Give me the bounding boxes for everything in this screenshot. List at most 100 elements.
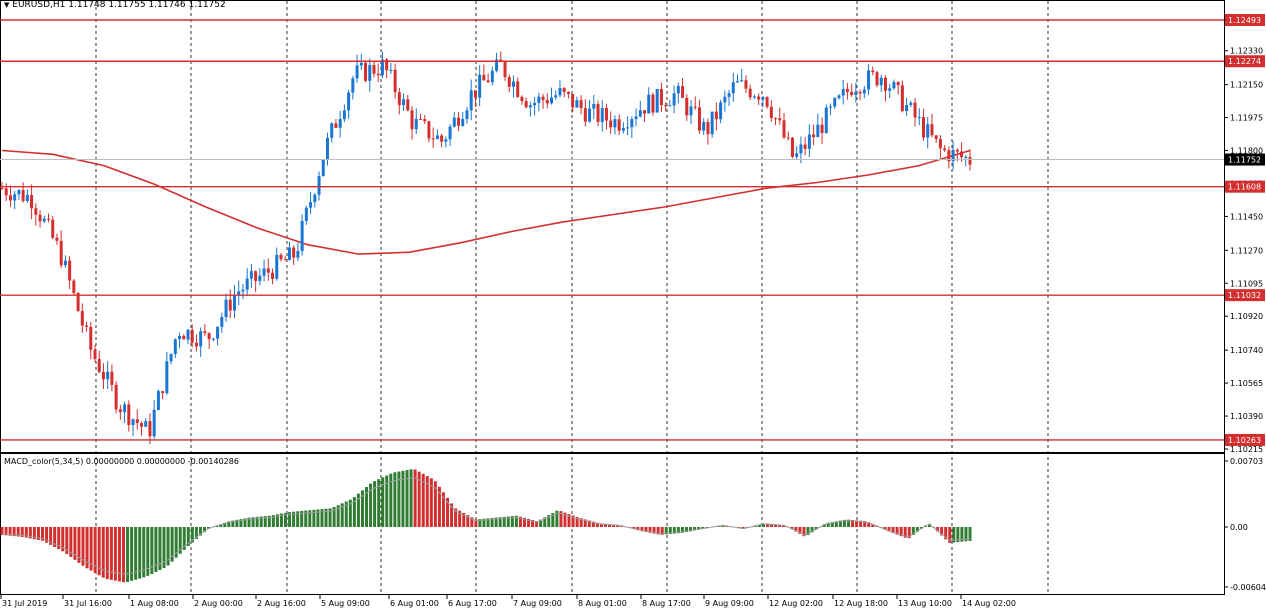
macd-histogram-bar — [316, 509, 320, 527]
candle-body — [833, 98, 837, 107]
macd-histogram-bar — [587, 520, 591, 527]
candle-body — [101, 371, 105, 380]
macd-histogram-bar — [166, 527, 170, 566]
candle-body — [241, 289, 245, 292]
macd-histogram-bar — [871, 523, 875, 527]
macd-histogram-bar — [182, 527, 186, 550]
macd-histogram-bar — [535, 521, 539, 527]
macd-histogram-bar — [454, 508, 458, 527]
price-axis-label: 1.10740 — [1230, 346, 1263, 355]
candle-body — [123, 404, 127, 413]
macd-histogram-bar — [16, 527, 20, 537]
candle-body — [951, 149, 955, 162]
candle-body — [330, 123, 334, 138]
macd-histogram-bar — [154, 527, 158, 572]
macd-histogram-bar — [838, 520, 842, 527]
candle-body — [609, 120, 613, 128]
macd-histogram-bar — [190, 527, 194, 543]
current-price-label: 1.11752 — [1228, 156, 1261, 165]
candle-body — [114, 384, 118, 410]
macd-histogram-bar — [413, 469, 417, 527]
macd-histogram-bar — [895, 527, 899, 535]
candle-body — [659, 88, 663, 106]
macd-histogram-bar — [231, 520, 235, 527]
candle-body — [186, 329, 190, 340]
candle-body — [368, 65, 372, 81]
price-axis-label: 1.11270 — [1230, 246, 1263, 255]
level-price-tag — [1225, 55, 1265, 68]
price-axis-label: 1.10920 — [1230, 312, 1263, 321]
candle-body — [516, 81, 520, 97]
candle-body — [13, 194, 17, 201]
macd-histogram-bar — [36, 527, 40, 540]
level-price-tag — [1225, 180, 1265, 193]
macd-histogram-bar — [0, 527, 4, 535]
price-axis-label: 1.12330 — [1230, 47, 1263, 56]
candle-body — [63, 260, 67, 266]
candle-body — [232, 295, 236, 311]
candle-body — [786, 137, 790, 139]
macd-histogram-bar — [203, 527, 207, 532]
candle-body — [106, 371, 110, 380]
macd-histogram-bar — [543, 517, 547, 527]
macd-histogram-bar — [899, 527, 903, 537]
candle-body — [76, 292, 80, 312]
macd-histogram-bar — [794, 527, 798, 532]
candle-body — [435, 135, 439, 139]
macd-histogram-bar — [393, 472, 397, 527]
candle-body — [926, 124, 930, 138]
macd-signal-line — [1, 477, 971, 575]
candle-body — [600, 108, 604, 122]
macd-histogram-bar — [907, 527, 911, 539]
macd-histogram-bar — [85, 527, 89, 569]
macd-histogram-bar — [89, 527, 93, 571]
candle-body — [845, 88, 849, 92]
candle-body — [68, 260, 72, 281]
macd-histogram-bar — [134, 527, 138, 580]
macd-histogram-bar — [701, 527, 705, 529]
candle-body — [740, 80, 744, 82]
candle-body — [613, 119, 617, 128]
candle-body — [46, 218, 50, 220]
candle-body — [824, 107, 828, 134]
macd-histogram-bar — [697, 527, 701, 530]
macd-histogram-bar — [219, 524, 223, 527]
macd-histogram-bar — [458, 510, 462, 527]
candle-body — [127, 404, 131, 426]
macd-histogram-bar — [194, 527, 198, 540]
candle-body — [799, 144, 803, 154]
price-axis-label: 1.12150 — [1230, 81, 1263, 90]
time-axis-label: 6 Aug 17:00 — [448, 599, 497, 608]
candle-body — [643, 110, 647, 114]
macd-histogram-bar — [842, 519, 846, 527]
time-axis-label: 13 Aug 10:00 — [898, 599, 952, 608]
candle-body — [152, 409, 156, 437]
candle-body — [554, 95, 558, 98]
macd-histogram-bar — [944, 527, 948, 540]
macd-histogram-bar — [109, 527, 113, 580]
macd-histogram-bar — [559, 511, 563, 527]
candle-body — [905, 104, 909, 112]
macd-histogram-bar — [405, 470, 409, 527]
candle-body — [888, 88, 892, 91]
macd-histogram-bar — [636, 527, 640, 531]
candle-body — [4, 188, 8, 196]
macd-histogram-bar — [851, 520, 855, 527]
level-price-label: 1.10263 — [1228, 436, 1261, 445]
price-axis-label: 1.11450 — [1230, 212, 1263, 221]
candle-body — [321, 159, 325, 177]
macd-histogram-bar — [822, 524, 826, 527]
dropdown-arrow-icon[interactable]: ▼ — [4, 1, 10, 9]
macd-histogram-bar — [65, 527, 69, 555]
candle-body — [790, 137, 794, 157]
macd-histogram-bar — [616, 524, 620, 527]
candle-body — [461, 119, 465, 126]
candle-body — [879, 77, 883, 86]
candle-body — [169, 353, 173, 362]
candle-body — [900, 85, 904, 112]
price-axis-label: 1.10390 — [1230, 412, 1263, 421]
macd-histogram-bar — [790, 527, 794, 530]
macd-histogram-bar — [117, 527, 121, 582]
